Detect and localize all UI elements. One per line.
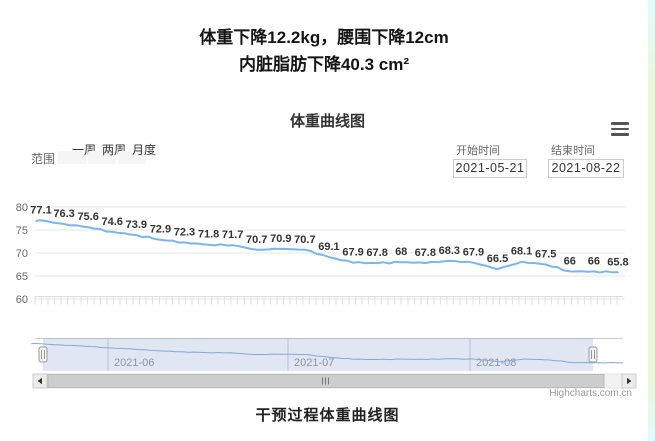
svg-text:68: 68 (395, 246, 407, 258)
svg-text:67.5: 67.5 (535, 249, 556, 261)
svg-text:70.9: 70.9 (270, 233, 291, 245)
svg-text:66: 66 (588, 255, 600, 267)
y-axis-tick-label: 65 (16, 271, 28, 283)
y-axis-tick-label: 80 (16, 202, 28, 214)
weight-series-line (35, 219, 619, 274)
svg-text:71.8: 71.8 (198, 229, 219, 241)
range-button-box (88, 151, 116, 164)
svg-text:68.3: 68.3 (439, 245, 460, 257)
scrollbar-right-arrow-icon (627, 377, 632, 385)
svg-text:67.8: 67.8 (366, 247, 387, 259)
navigator-mask[interactable] (43, 338, 593, 371)
svg-text:68.1: 68.1 (511, 246, 532, 258)
end-date-input[interactable]: 2021-08-22 (548, 159, 624, 178)
svg-text:69.1: 69.1 (318, 241, 339, 253)
chart-title: 体重曲线图 (289, 113, 365, 130)
svg-text:71.7: 71.7 (222, 229, 243, 241)
svg-text:72.9: 72.9 (150, 224, 171, 236)
y-axis-tick-label: 75 (16, 225, 28, 237)
menu-bar (611, 127, 629, 130)
svg-text:66.5: 66.5 (487, 253, 508, 265)
end-date-label: 结束时间 (551, 145, 595, 157)
svg-text:70.7: 70.7 (246, 234, 267, 246)
svg-text:67.9: 67.9 (463, 247, 484, 259)
svg-text:66: 66 (564, 255, 576, 267)
start-date-input[interactable]: 2021-05-21 (453, 159, 527, 178)
svg-text:74.6: 74.6 (102, 216, 123, 228)
range-button-monthly[interactable]: 月度 (118, 141, 160, 166)
svg-text:73.9: 73.9 (126, 219, 147, 231)
range-button-box (58, 151, 86, 164)
range-button-label: 月度 (132, 143, 157, 157)
navigator-month-label: 2021-07 (294, 357, 334, 369)
y-axis-tick-label: 60 (16, 294, 28, 306)
svg-text:76.3: 76.3 (53, 208, 74, 220)
figure-caption: 干预过程体重曲线图 (255, 407, 400, 424)
highcharts-credit-link[interactable]: Highcharts.com.cn (549, 388, 632, 399)
x-axis-minor-ticks (34, 296, 623, 305)
summary-headline: 体重下降12.2kg，腰围下降12cm 内脏脂肪下降40.3 cm² (0, 24, 648, 78)
navigator-handle-left[interactable] (38, 346, 48, 363)
page-edge-highlight (648, 0, 655, 441)
headline-line2: 内脏脂肪下降40.3 cm² (238, 55, 410, 74)
menu-bar (611, 133, 629, 136)
svg-text:75.6: 75.6 (77, 211, 98, 223)
end-date-group: 结束时间 2021-08-22 (548, 142, 624, 178)
headline-line1: 体重下降12.2kg，腰围下降12cm (199, 28, 449, 47)
navigator: 2021-062021-072021-08 (31, 338, 623, 371)
start-date-group: 开始时间 2021-05-21 (453, 142, 527, 178)
navigator-series-line (31, 342, 623, 364)
chart-context-menu-icon[interactable] (611, 122, 629, 136)
svg-text:72.3: 72.3 (174, 226, 195, 238)
navigator-month-label: 2021-06 (114, 357, 154, 369)
scrollbar-left-arrow-icon (37, 377, 42, 385)
menu-bar (611, 122, 629, 125)
svg-text:67.8: 67.8 (415, 247, 436, 259)
svg-text:67.9: 67.9 (342, 247, 363, 259)
series-data-labels: 77.1 76.3 75.6 74.6 73.9 72.9 72.3 71.8 71.7 70.7… (29, 203, 630, 270)
range-button-box (118, 151, 146, 164)
svg-text:77.1: 77.1 (30, 204, 51, 216)
range-label: 范围 (31, 152, 56, 166)
y-axis-tick-label: 70 (16, 248, 28, 260)
svg-text:65.8: 65.8 (607, 256, 628, 268)
start-date-label: 开始时间 (456, 145, 500, 157)
svg-text:70.7: 70.7 (294, 234, 315, 246)
navigator-handle-right[interactable] (588, 346, 598, 363)
scrollbar (32, 373, 637, 389)
